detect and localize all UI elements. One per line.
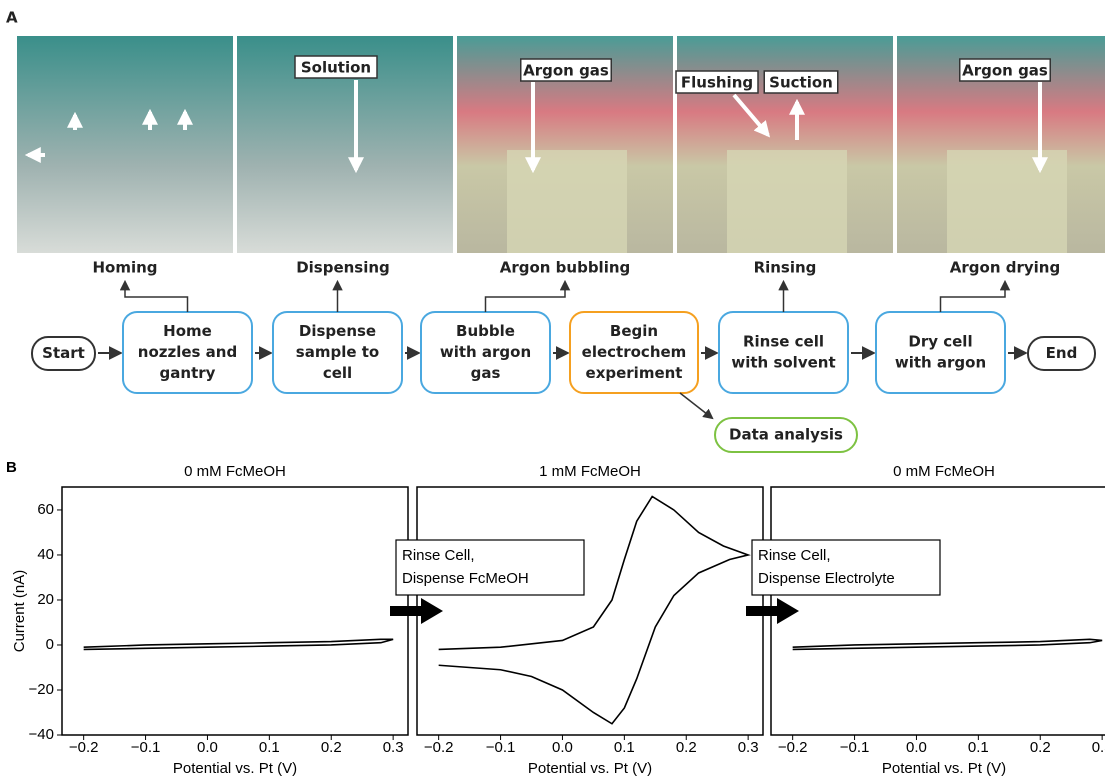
x-tick-label: 0.1 (968, 739, 989, 756)
node-label: gantry (160, 364, 216, 382)
node-label: with argon (895, 354, 986, 372)
transition-label: Dispense FcMeOH (402, 570, 529, 587)
cv-curve (793, 639, 1102, 649)
panel-b: B 0 mM FcMeOH Potential vs. Pt (V) −0.2 −0.1… (6, 459, 1105, 777)
node-label: nozzles and (138, 343, 237, 361)
x-tick-label: 0.3 (383, 739, 404, 756)
callout: Argon gas (962, 62, 1048, 80)
photo: Argon gas (457, 36, 673, 253)
x-tick-label: 0.2 (676, 739, 697, 756)
x-tick-label: 0.0 (197, 739, 218, 756)
cv-curve (84, 639, 393, 649)
transition-arrow (746, 598, 799, 624)
panel-label: B (6, 459, 17, 476)
x-tick-label: −0.2 (778, 739, 808, 756)
callout: Solution (301, 59, 371, 77)
x-axis-label: Potential vs. Pt (V) (173, 760, 297, 777)
page: A Homing Solution Dispensing Argon gas Argon … (0, 0, 1105, 780)
caption-link (125, 282, 188, 312)
callout: Argon gas (523, 62, 609, 80)
photo-caption: Dispensing (296, 259, 390, 277)
x-axis-label: Potential vs. Pt (V) (528, 760, 652, 777)
node-label: Data analysis (729, 426, 843, 444)
caption-link (486, 282, 566, 312)
node-label: cell (323, 364, 352, 382)
x-tick-label: −0.1 (840, 739, 870, 756)
plot-frame (417, 487, 763, 735)
y-tick-label: −40 (29, 726, 54, 743)
x-tick-label: −0.2 (424, 739, 454, 756)
node-label: Home (163, 322, 212, 340)
panel-label: A (6, 9, 18, 27)
panel-a: A Homing Solution Dispensing Argon gas Argon … (6, 9, 1105, 453)
x-tick-label: 0.0 (552, 739, 573, 756)
output-link (680, 393, 712, 418)
figure: A Homing Solution Dispensing Argon gas Argon … (0, 0, 1105, 780)
callout: Suction (769, 74, 833, 92)
node-label: Bubble (456, 322, 515, 340)
photo-caption: Homing (92, 259, 157, 277)
chart-title: 0 mM FcMeOH (184, 463, 286, 480)
node-label: experiment (586, 364, 683, 382)
cell-block (947, 150, 1067, 253)
x-tick-label: 0.1 (259, 739, 280, 756)
cell-block (727, 150, 847, 253)
chart-title: 0 mM FcMeOH (893, 463, 995, 480)
y-tick-label: 20 (37, 591, 54, 608)
cv-curve (439, 496, 748, 723)
photo (17, 36, 233, 253)
node-label: with solvent (731, 354, 835, 372)
x-tick-label: 0.3 (738, 739, 759, 756)
chart-title: 1 mM FcMeOH (539, 463, 641, 480)
photo-caption: Rinsing (754, 259, 817, 277)
x-tick-label: −0.1 (131, 739, 161, 756)
chart: 0 mM FcMeOH Potential vs. Pt (V) −0.2 −0.1 0… (771, 463, 1105, 777)
plot-frame (771, 487, 1105, 735)
photo-caption: Argon bubbling (500, 259, 631, 277)
x-axis-label: Potential vs. Pt (V) (882, 760, 1006, 777)
cell-block (507, 150, 627, 253)
callout: Flushing (681, 74, 753, 92)
node-label: Dispense (299, 322, 376, 340)
x-tick-label: 0.1 (614, 739, 635, 756)
node-label: End (1046, 344, 1078, 362)
chart: 1 mM FcMeOH Potential vs. Pt (V) −0.2 −0.1 0… (417, 463, 763, 777)
x-tick-label: 0.2 (1030, 739, 1051, 756)
y-axis-label: Current (nA) (11, 570, 28, 653)
node-label: electrochem (582, 343, 687, 361)
x-tick-label: −0.2 (69, 739, 99, 756)
x-tick-label: −0.1 (486, 739, 516, 756)
process-node (719, 312, 848, 393)
photo-caption: Argon drying (950, 259, 1060, 277)
caption-link (941, 282, 1006, 312)
node-label: with argon (440, 343, 531, 361)
x-tick-label: 0.2 (321, 739, 342, 756)
node-label: Begin (610, 322, 658, 340)
transition-label: Rinse Cell, (402, 547, 475, 564)
node-label: Rinse cell (743, 333, 824, 351)
node-label: sample to (296, 343, 379, 361)
photo-image (17, 36, 233, 253)
transition-label: Dispense Electrolyte (758, 570, 895, 587)
node-label: gas (471, 364, 501, 382)
x-tick-label: 0.0 (906, 739, 927, 756)
x-tick-label: 0.3 (1092, 739, 1105, 756)
plot-frame (62, 487, 408, 735)
transition-label: Rinse Cell, (758, 547, 831, 564)
chart: 0 mM FcMeOH Potential vs. Pt (V) −0.2 −0.1 0… (11, 463, 408, 777)
node-label: Dry cell (908, 333, 972, 351)
photo: Solution (237, 36, 453, 253)
process-node (876, 312, 1005, 393)
photo: Argon gas (897, 36, 1105, 253)
y-tick-label: 40 (37, 546, 54, 563)
y-tick-label: 60 (37, 501, 54, 518)
node-label: Start (42, 344, 85, 362)
y-tick-label: −20 (29, 681, 54, 698)
photo: Flushing Suction (676, 36, 893, 253)
y-tick-label: 0 (46, 636, 54, 653)
